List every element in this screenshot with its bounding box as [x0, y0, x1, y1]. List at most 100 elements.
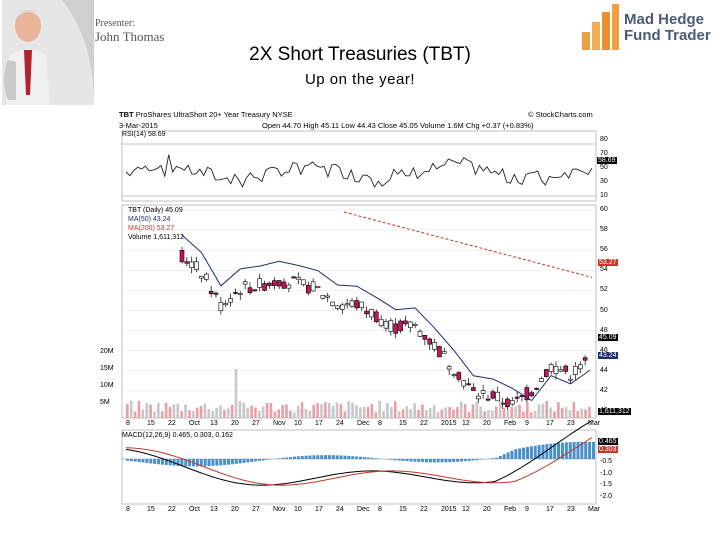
rsi-axis-label: 10	[600, 192, 608, 199]
volume-bar	[137, 400, 141, 418]
volume-bar	[203, 403, 207, 418]
candle-body	[524, 387, 530, 401]
macd-histogram-bar	[518, 448, 522, 459]
volume-bar	[129, 400, 133, 418]
volume-bar	[160, 411, 164, 418]
macd-line	[125, 420, 593, 486]
candle-body	[218, 302, 224, 311]
macd-axis-label: -2.0	[600, 492, 613, 500]
volume-axis-label: 15M	[100, 365, 114, 372]
volume-bar	[300, 402, 304, 418]
volume-bar	[327, 402, 331, 418]
macd-histogram-bar	[211, 459, 215, 466]
x-axis-label: Feb	[504, 420, 517, 427]
volume-bar	[207, 409, 211, 418]
x-axis-label: 15	[399, 420, 407, 427]
volume-bar	[545, 401, 548, 418]
macd-histogram-bar	[343, 455, 347, 459]
macd-histogram-bar	[126, 459, 129, 461]
candle-body	[509, 400, 515, 405]
volume-bar	[483, 411, 486, 418]
quote-low: Low 44.43	[341, 121, 376, 130]
macd-histogram-bar	[359, 456, 362, 459]
rsi-line	[125, 154, 593, 188]
x-axis-label: Oct	[189, 420, 200, 427]
x-axis-label: 20	[231, 420, 239, 427]
macd-histogram-bar	[471, 459, 475, 461]
macd-histogram-bar	[522, 447, 526, 459]
candle-body	[456, 372, 462, 380]
macd-histogram-bar	[502, 454, 506, 459]
macd-histogram-bar	[351, 456, 355, 459]
x-axis-label: 15	[147, 420, 155, 427]
candle-body	[252, 289, 258, 292]
candle-body	[490, 391, 496, 399]
macd-histogram-bar	[324, 455, 328, 459]
x-axis-label: 23	[567, 506, 575, 513]
macd-histogram-bar	[393, 459, 397, 461]
volume-bar	[525, 402, 529, 418]
presenter-photo	[2, 0, 94, 105]
candle-body	[349, 300, 355, 307]
x-axis-label: 22	[420, 506, 428, 513]
quote-change: Chg +0.37 (+0.83%)	[465, 121, 534, 130]
macd-histogram-bar	[153, 459, 157, 464]
candle-body	[208, 291, 214, 294]
price-axis-label: 54	[600, 266, 608, 274]
candle-body	[475, 395, 481, 400]
candle-body	[242, 281, 248, 285]
slide-subtitle: Up on the year!	[304, 71, 416, 88]
candle-body	[393, 323, 399, 334]
price-axis-label: 52	[600, 286, 608, 294]
macd-signal-line	[125, 437, 593, 486]
volume-bar	[226, 408, 230, 418]
volume-bar	[223, 409, 226, 418]
x-axis-label: 13	[210, 506, 218, 513]
candle-body	[403, 320, 408, 325]
macd-histogram-bar	[533, 445, 537, 459]
volume-bar	[164, 402, 168, 418]
volume-bar	[440, 409, 444, 418]
volume-bar	[541, 403, 545, 418]
candle-body	[563, 365, 569, 372]
macd-value-tag: 0.465	[598, 438, 618, 445]
legend-price: TBT (Daily) 45.09	[128, 207, 183, 214]
macd-histogram-bar	[553, 443, 557, 459]
rsi-axis-label: 30	[600, 178, 608, 185]
ma200-line	[343, 211, 593, 278]
x-axis-label: 8	[126, 506, 130, 513]
macd-histogram-bar	[514, 449, 518, 459]
x-axis-label: 22	[168, 506, 176, 513]
macd-histogram-bar	[436, 459, 440, 463]
macd-histogram-bar	[448, 459, 452, 463]
volume-bar	[157, 402, 160, 418]
macd-histogram-bar	[141, 459, 145, 463]
x-axis-label: 13	[210, 420, 218, 427]
chart-quote-row: Open 44.70 High 45.11 Low 44.43 Close 45…	[262, 121, 533, 130]
macd-histogram-bar	[207, 459, 211, 467]
candle-body	[412, 324, 418, 326]
candle-body	[179, 249, 185, 263]
candle-body	[286, 284, 292, 289]
macd-histogram-bar	[199, 459, 203, 467]
candle-body	[296, 277, 301, 280]
volume-bar	[141, 409, 145, 418]
macd-histogram-bar	[428, 459, 432, 463]
x-axis-label: 9	[525, 506, 529, 513]
candle-body	[325, 295, 331, 298]
macd-histogram-bar	[545, 444, 549, 459]
volume-bar	[487, 410, 490, 418]
macd-histogram-bar	[366, 457, 370, 459]
brand-line-2: Fund Trader	[624, 27, 711, 44]
candle-body	[534, 387, 539, 390]
x-axis-label: 24	[336, 420, 344, 427]
macd-histogram-bar	[304, 455, 308, 459]
legend-ma50: MA(50) 43.24	[128, 216, 171, 223]
macd-histogram-bar	[168, 459, 172, 466]
macd-histogram-bar	[413, 459, 417, 462]
volume-bar	[176, 403, 180, 418]
volume-bar	[463, 404, 467, 418]
macd-histogram-bar	[588, 441, 592, 459]
volume-bar	[494, 406, 498, 418]
